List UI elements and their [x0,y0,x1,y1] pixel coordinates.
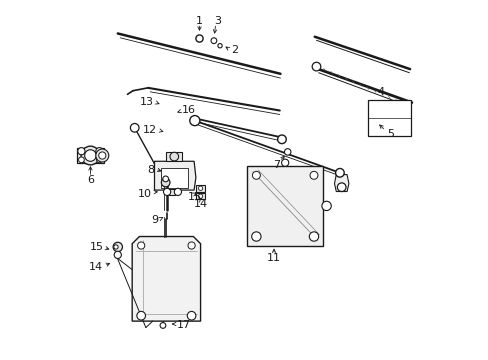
Circle shape [113,242,122,252]
Bar [367,100,410,136]
Circle shape [137,311,145,320]
Text: 2: 2 [230,45,238,55]
Circle shape [160,323,165,328]
Circle shape [277,135,285,144]
Polygon shape [334,175,348,192]
Circle shape [311,62,320,71]
Text: 16: 16 [181,105,195,115]
Circle shape [99,152,106,159]
Text: 8: 8 [147,165,154,175]
Bar [196,185,204,192]
Text: 3: 3 [214,15,221,26]
Circle shape [309,232,318,241]
Circle shape [284,149,290,155]
Polygon shape [132,237,200,321]
Circle shape [96,148,103,155]
Text: 5: 5 [386,129,393,139]
Circle shape [252,171,260,179]
Text: 14: 14 [193,199,207,210]
Circle shape [198,194,203,198]
Circle shape [218,44,222,48]
Circle shape [335,168,344,177]
Text: 14: 14 [89,262,103,272]
Polygon shape [154,161,196,190]
Text: 13: 13 [140,96,153,107]
Circle shape [337,183,346,192]
Text: 17: 17 [177,320,190,330]
Circle shape [84,150,96,161]
Text: 1: 1 [196,15,203,26]
Circle shape [96,149,108,162]
Text: 7: 7 [273,160,280,170]
Text: 15: 15 [187,192,202,202]
Text: 9: 9 [151,215,159,225]
Circle shape [198,186,203,190]
Text: 6: 6 [87,175,94,185]
Circle shape [78,148,85,155]
Circle shape [174,188,181,195]
Circle shape [114,251,121,258]
Circle shape [281,159,288,166]
Circle shape [161,178,170,187]
Polygon shape [247,166,322,246]
Circle shape [114,245,118,249]
Circle shape [81,146,100,165]
Circle shape [130,123,139,132]
Bar [160,168,187,188]
Circle shape [309,171,317,179]
Circle shape [251,232,261,241]
Text: 15: 15 [89,242,103,252]
Circle shape [189,116,200,126]
Circle shape [187,311,196,320]
Circle shape [163,176,168,182]
Circle shape [196,35,203,42]
Circle shape [170,152,178,161]
Text: 11: 11 [266,253,281,264]
Circle shape [96,157,102,163]
Polygon shape [77,148,104,163]
Circle shape [321,201,330,211]
Bar [168,189,175,195]
Bar [196,193,204,199]
Text: 4: 4 [376,87,384,97]
Circle shape [187,242,195,249]
Circle shape [163,188,170,195]
Circle shape [137,242,144,249]
Text: 10: 10 [137,189,151,199]
Bar [166,152,182,161]
Circle shape [211,38,216,44]
Circle shape [79,157,84,163]
Text: 12: 12 [143,125,157,135]
